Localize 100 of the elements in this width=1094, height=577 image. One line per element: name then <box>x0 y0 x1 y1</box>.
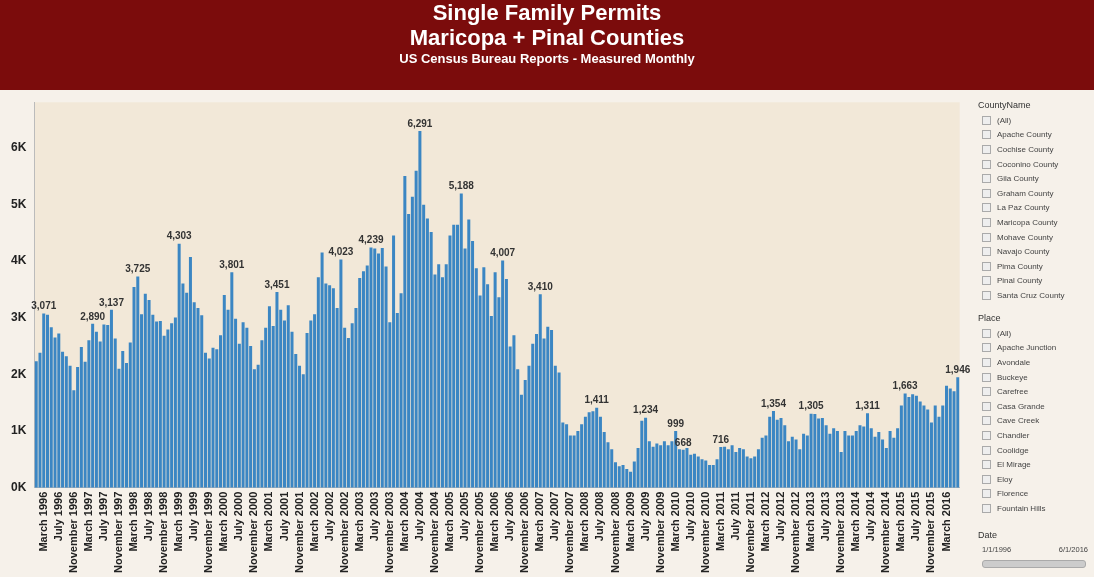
x-tick-label: November 2000 <box>247 491 260 573</box>
text: Place <box>978 313 1002 323</box>
bar <box>681 449 685 488</box>
x-tick-label: November 2011 <box>743 491 756 573</box>
bar <box>907 396 911 488</box>
x-tick-label: November 2002 <box>337 491 350 573</box>
bar <box>403 175 407 488</box>
bar <box>903 393 907 488</box>
bar <box>922 405 926 488</box>
bar <box>700 459 704 488</box>
data-label: 1,411 <box>584 394 610 406</box>
text: Casa Grande <box>997 401 1045 411</box>
bar <box>102 324 106 488</box>
bar <box>741 449 745 488</box>
bar <box>659 445 663 488</box>
text: Graham County <box>997 188 1054 198</box>
text: Gila County <box>997 174 1039 184</box>
bar <box>790 436 794 488</box>
bar <box>847 435 851 488</box>
data-label: 1,663 <box>892 380 919 392</box>
x-tick-label: July 2000 <box>232 491 245 542</box>
text: Chandler <box>997 430 1030 440</box>
bar <box>64 356 68 488</box>
bar <box>241 322 245 488</box>
y-tick-label: 0K <box>11 479 27 494</box>
x-tick-label: November 2007 <box>563 491 576 573</box>
data-label: 6,291 <box>407 117 433 129</box>
bar <box>948 388 952 488</box>
bar <box>459 193 463 488</box>
text: Avondale <box>997 357 1031 367</box>
text: Coconino County <box>997 159 1059 169</box>
x-tick-label: July 2014 <box>864 490 877 542</box>
data-label: 3,071 <box>31 300 57 312</box>
x-tick-label: November 2008 <box>608 491 621 573</box>
x-tick-label: March 2007 <box>533 491 546 552</box>
data-label: 3,137 <box>98 296 125 308</box>
x-tick-label: March 2002 <box>307 491 320 552</box>
bar <box>211 347 215 488</box>
x-tick-label: July 2009 <box>638 491 651 542</box>
x-tick-label: July 2008 <box>593 491 606 542</box>
x-tick-label: March 2015 <box>894 491 907 552</box>
y-tick-label: 4K <box>11 253 27 268</box>
text: Cochise County <box>997 144 1054 154</box>
bar <box>339 259 343 488</box>
bar <box>222 294 226 488</box>
bar <box>46 314 50 488</box>
x-tick-label: March 2005 <box>443 491 456 552</box>
bar <box>437 264 441 488</box>
bar <box>802 433 806 488</box>
x-tick-label: November 2001 <box>292 491 305 573</box>
data-label: 4,023 <box>328 246 354 258</box>
x-tick-label: November 2015 <box>924 491 937 573</box>
bar <box>617 466 621 488</box>
bar <box>771 410 775 488</box>
x-tick-label: July 2015 <box>909 491 922 542</box>
bar <box>328 285 332 488</box>
bar <box>726 449 730 488</box>
bar <box>177 243 181 488</box>
bar <box>820 417 824 488</box>
x-tick-label: March 2016 <box>939 491 952 552</box>
bar <box>546 326 550 488</box>
bar <box>482 267 486 488</box>
x-tick-label: July 2007 <box>548 491 561 542</box>
bar <box>452 224 456 488</box>
bar <box>572 435 576 488</box>
data-label: 4,239 <box>358 234 384 246</box>
data-label: 1,234 <box>633 404 659 416</box>
x-tick-label: November 1999 <box>202 491 215 573</box>
data-label: 3,801 <box>219 258 245 270</box>
bar <box>550 330 554 488</box>
bar <box>813 413 817 488</box>
bar <box>392 235 396 488</box>
bar <box>230 272 234 488</box>
x-tick-label: July 2002 <box>322 491 335 542</box>
data-label: 716 <box>712 433 730 445</box>
y-tick-label: 3K <box>11 309 27 324</box>
x-tick-label: November 2013 <box>834 491 847 573</box>
data-label: 4,007 <box>490 247 516 259</box>
text: Apache Junction <box>997 343 1057 353</box>
bar <box>621 465 625 488</box>
bar <box>662 441 666 488</box>
text: Pima County <box>997 261 1043 271</box>
x-tick-label: March 2014 <box>849 490 862 552</box>
x-tick-label: March 2010 <box>668 491 681 552</box>
x-tick-label: July 2013 <box>819 491 832 542</box>
bar <box>79 347 83 488</box>
bar <box>749 458 753 488</box>
bar <box>877 432 881 488</box>
text: Pinal County <box>997 276 1043 286</box>
x-tick-label: November 2006 <box>518 491 531 573</box>
y-tick-label: 1K <box>11 423 27 438</box>
bar <box>914 395 918 488</box>
bar <box>380 247 384 488</box>
bar <box>267 306 271 488</box>
bar <box>286 305 290 488</box>
x-tick-label: July 2004 <box>412 490 425 542</box>
bar <box>501 260 505 488</box>
bar <box>719 447 723 488</box>
text: Maricopa County <box>997 217 1058 227</box>
bar <box>188 256 192 488</box>
